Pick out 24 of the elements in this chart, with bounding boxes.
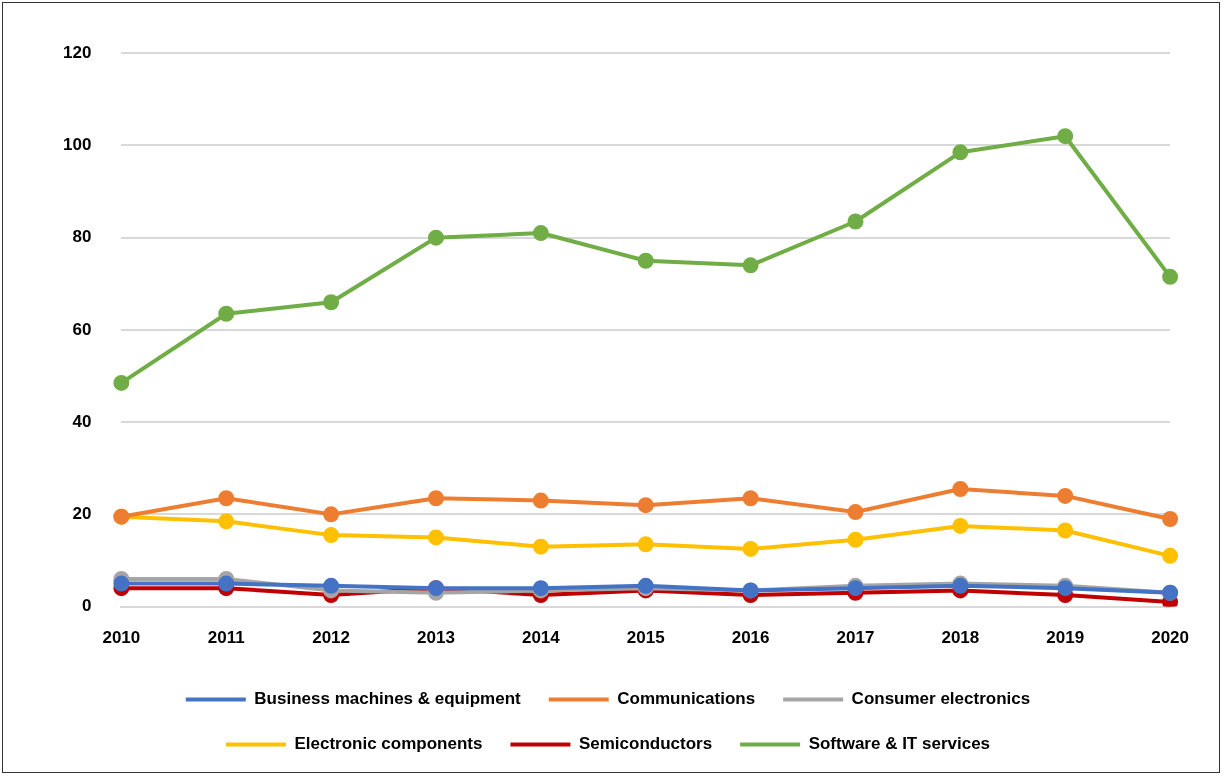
x-tick-label: 2014 xyxy=(521,628,561,648)
legend-label: Communications xyxy=(617,689,756,709)
x-tick-label: 2020 xyxy=(1151,628,1189,648)
x-tick-label: 2010 xyxy=(102,628,141,648)
legend-label: Semiconductors xyxy=(578,734,713,754)
x-tick-label: 2015 xyxy=(626,628,665,648)
y-tick-label: 0 xyxy=(81,596,92,616)
y-tick-label: 60 xyxy=(72,319,92,339)
x-tick-label: 2011 xyxy=(207,628,245,648)
x-tick-label: 2012 xyxy=(312,628,351,648)
legend-label: Consumer electronics xyxy=(851,689,1031,709)
legend-label: Electronic components xyxy=(294,734,483,754)
legend-label: Software & IT services xyxy=(808,734,991,754)
y-tick-label: 20 xyxy=(72,504,92,524)
y-tick-label: 120 xyxy=(62,42,92,62)
x-tick-label: 2017 xyxy=(836,628,875,648)
y-tick-label: 100 xyxy=(62,135,92,155)
x-tick-label: 2016 xyxy=(731,628,770,648)
y-tick-label: 40 xyxy=(72,411,92,431)
x-tick-label: 2013 xyxy=(417,628,455,648)
y-tick-label: 80 xyxy=(72,227,92,247)
legend-label: Business machines & equipment xyxy=(254,689,522,709)
x-tick-label: 2018 xyxy=(941,628,980,648)
x-tick-label: 2019 xyxy=(1046,628,1085,648)
